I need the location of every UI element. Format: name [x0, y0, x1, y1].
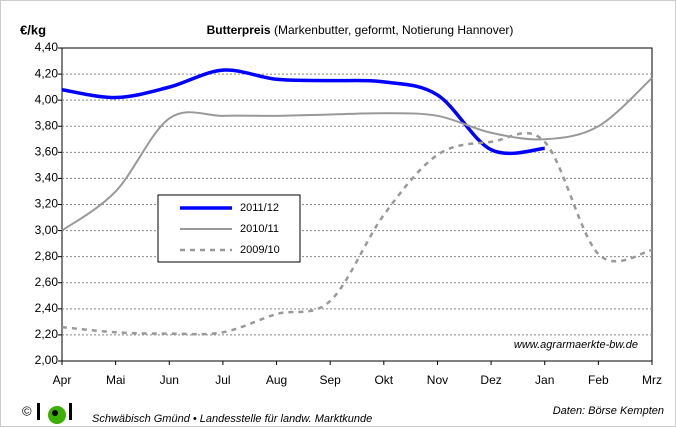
footer-left: Schwäbisch Gmünd • Landesstelle für land… — [92, 413, 372, 425]
x-tick-label: Nov — [427, 373, 448, 387]
x-tick-label: Mai — [106, 373, 125, 387]
y-tick-label: 4,20 — [35, 66, 59, 80]
lines — [61, 68, 653, 336]
x-tick-label: Jan — [535, 373, 554, 387]
y-tick-label: 3,60 — [35, 145, 59, 159]
y-tick-label: 4,00 — [35, 92, 59, 106]
legend-label: 2010/11 — [240, 223, 279, 235]
title: Butterpreis — [207, 23, 271, 37]
legend-label: 2011/12 — [240, 202, 279, 214]
y-tick-label: 2,40 — [35, 301, 59, 315]
legend: 2011/12 2010/11 2009/10 — [180, 202, 280, 256]
x-tick-label: Apr — [53, 373, 72, 387]
x-tick-label: Aug — [266, 373, 287, 387]
y-tick-label: 2,60 — [35, 275, 59, 289]
y-tick-label: 3,20 — [35, 197, 59, 211]
x-tick-label: Jul — [215, 373, 230, 387]
y-tick-label: 2,80 — [35, 249, 59, 263]
copyright: © — [22, 403, 32, 418]
y-tick-label: 3,80 — [35, 118, 59, 132]
x-tick-label: Mrz — [642, 373, 662, 387]
subtitle: (Markenbutter, geformt, Notierung Hannov… — [274, 23, 513, 37]
x-tick-label: Dez — [480, 373, 501, 387]
x-tick-label: Jun — [160, 373, 179, 387]
y-tick-label: 2,00 — [35, 353, 59, 367]
legend-label: 2009/10 — [240, 244, 280, 256]
x-tick-label: Sep — [320, 373, 342, 387]
grid — [58, 47, 653, 365]
series-line — [61, 77, 653, 232]
y-axis-label: €/kg — [20, 22, 46, 37]
y-tick-label: 4,40 — [35, 40, 59, 54]
footer-right: Daten: Börse Kempten — [553, 405, 664, 417]
x-tick-label: Okt — [374, 373, 393, 387]
chart-title: Butterpreis (Markenbutter, geformt, Noti… — [207, 23, 514, 37]
y-tick-label: 3,40 — [35, 171, 59, 185]
logo — [37, 403, 72, 424]
annotation: www.agrarmaerkte-bw.de — [514, 339, 638, 351]
y-tick-label: 2,20 — [35, 327, 59, 341]
series-line — [61, 131, 653, 336]
x-tick-label: Feb — [588, 373, 609, 387]
y-tick-label: 3,00 — [35, 223, 59, 237]
